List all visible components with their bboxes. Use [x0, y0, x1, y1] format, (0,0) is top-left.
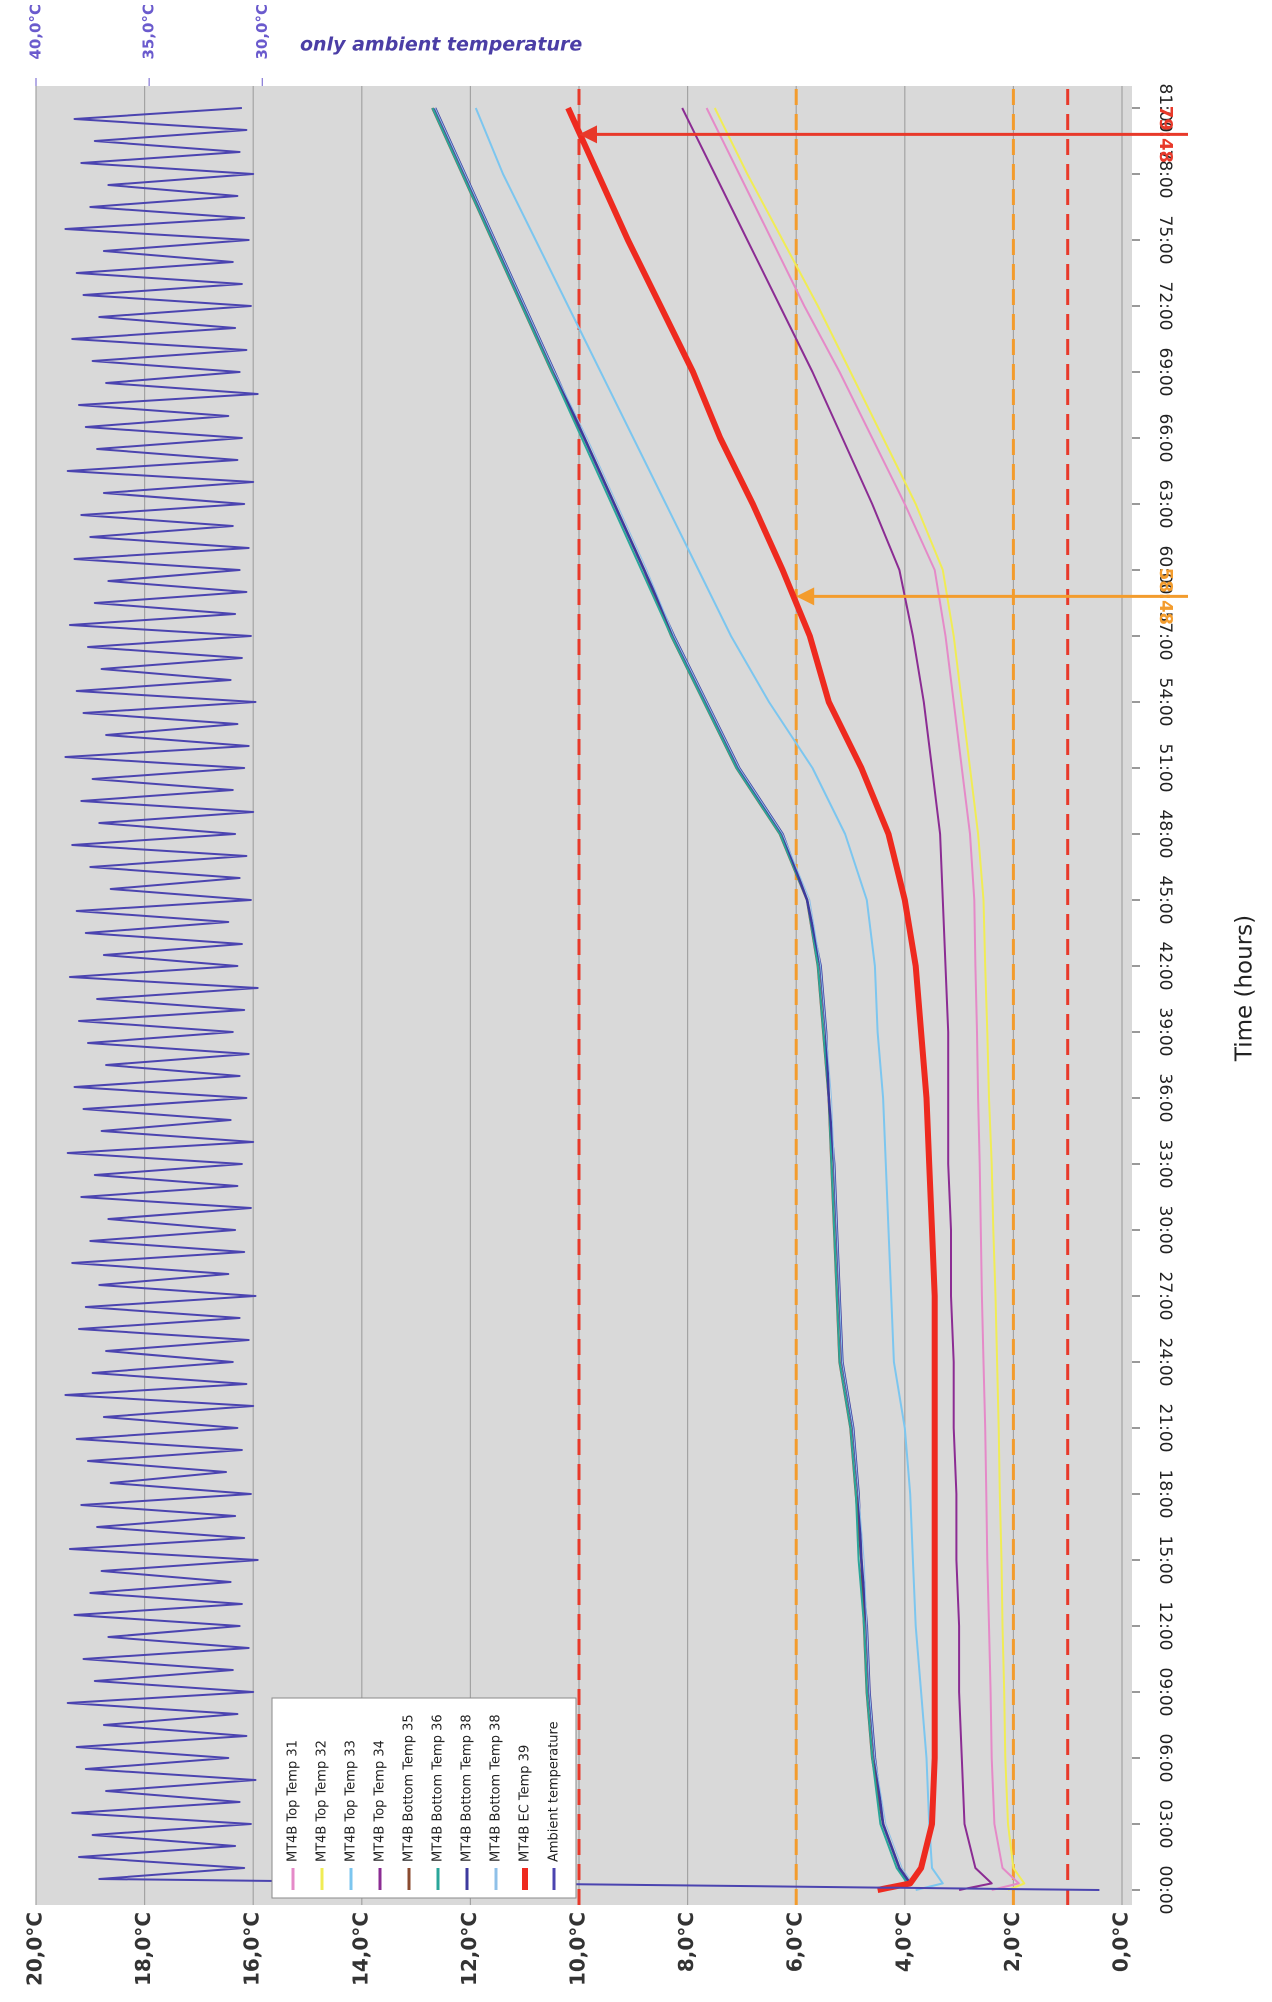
y2-tick-label: 40,0°C: [27, 4, 45, 60]
series-line: [64, 107, 1100, 1891]
x-tick-label: 51:00: [1155, 744, 1175, 793]
legend-label: MT4B Top Temp 34: [373, 1740, 388, 1862]
x-tick-label: 48:00: [1155, 810, 1175, 859]
series-line: [565, 106, 938, 1893]
x-tick-label: 09:00: [1155, 1668, 1175, 1717]
series-line: [434, 107, 914, 1891]
arrow-head: [796, 587, 815, 606]
x-tick-label: 36:00: [1155, 1074, 1175, 1123]
series-line: [431, 107, 909, 1891]
y-tick-label: 0,0°C: [1109, 1912, 1133, 1972]
series-line: [713, 107, 1026, 1891]
y-tick-label: 4,0°C: [891, 1912, 915, 1972]
x-tick-label: 57:00: [1155, 612, 1175, 661]
x-axis-label: Time (hours): [1232, 915, 1258, 1062]
y2-tick-label: 30,0°C: [253, 4, 271, 60]
x-tick-label: 33:00: [1155, 1140, 1175, 1189]
x-tick-label: 12:00: [1155, 1602, 1175, 1651]
legend-label: MT4B Top Temp 33: [344, 1740, 359, 1862]
x-tick-label: 66:00: [1155, 414, 1175, 463]
x-tick-label: 30:00: [1155, 1206, 1175, 1255]
y-tick-label: 16,0°C: [240, 1912, 264, 1986]
annotation-label: 79:48: [1155, 106, 1176, 163]
legend-label: MT4B Bottom Temp 38: [460, 1714, 475, 1862]
x-tick-label: 78:00: [1155, 150, 1175, 199]
x-tick-label: 27:00: [1155, 1272, 1175, 1321]
legend-label: MT4B Bottom Temp 38: [489, 1714, 504, 1862]
x-tick-label: 00:00: [1155, 1866, 1175, 1915]
x-tick-label: 21:00: [1155, 1404, 1175, 1453]
x-tick-label: 03:00: [1155, 1800, 1175, 1849]
legend-box: [271, 1697, 577, 1899]
x-tick-label: 42:00: [1155, 942, 1175, 991]
x-tick-label: 81:00: [1155, 84, 1175, 133]
legend-label: Ambient temperature: [547, 1721, 562, 1862]
series-line: [681, 107, 993, 1891]
y-tick-label: 6,0°C: [783, 1912, 807, 1972]
series-line: [705, 107, 1020, 1891]
legend-label: MT4B Top Temp 32: [315, 1740, 330, 1862]
x-tick-label: 60:00: [1155, 546, 1175, 595]
y-tick-label: 14,0°C: [348, 1912, 372, 1986]
y-tick-label: 2,0°C: [1000, 1912, 1024, 1972]
arrow-head: [579, 125, 597, 144]
legend-label: MT4B Bottom Temp 36: [431, 1714, 446, 1862]
series-line: [474, 107, 944, 1891]
x-tick-label: 18:00: [1155, 1470, 1175, 1519]
x-tick-label: 69:00: [1155, 348, 1175, 397]
x-tick-label: 06:00: [1155, 1734, 1175, 1783]
y-tick-label: 12,0°C: [457, 1912, 481, 1986]
plot-area: [36, 86, 1132, 1905]
annotation-label: 58:48: [1155, 568, 1176, 625]
legend-label: MT4B Bottom Temp 35: [402, 1714, 417, 1862]
y-tick-label: 10,0°C: [566, 1912, 590, 1986]
x-tick-label: 39:00: [1155, 1008, 1175, 1057]
rotated-plot: 0,0°C 2,0°C 4,0°C 6,0°C 8,0°C 10,0°C 12,0°C 14,…: [23, 4, 1258, 1986]
legend-label: MT4B EC Temp 39: [518, 1745, 533, 1862]
x-tick-label: 63:00: [1155, 480, 1175, 529]
x-tick-label: 75:00: [1155, 216, 1175, 265]
x-tick-label: 45:00: [1155, 876, 1175, 925]
x-tick-label: 15:00: [1155, 1536, 1175, 1585]
y-tick-label: 8,0°C: [674, 1912, 698, 1972]
chart-title: only ambient temperature: [300, 34, 582, 56]
x-tick-label: 54:00: [1155, 678, 1175, 727]
legend-label: MT4B Top Temp 31: [286, 1740, 301, 1862]
x-tick-label: 72:00: [1155, 282, 1175, 331]
y-tick-label: 18,0°C: [131, 1912, 155, 1986]
x-tick-label: 24:00: [1155, 1338, 1175, 1387]
y-tick-label: 20,0°C: [23, 1912, 47, 1986]
y2-tick-label: 35,0°C: [140, 4, 158, 60]
